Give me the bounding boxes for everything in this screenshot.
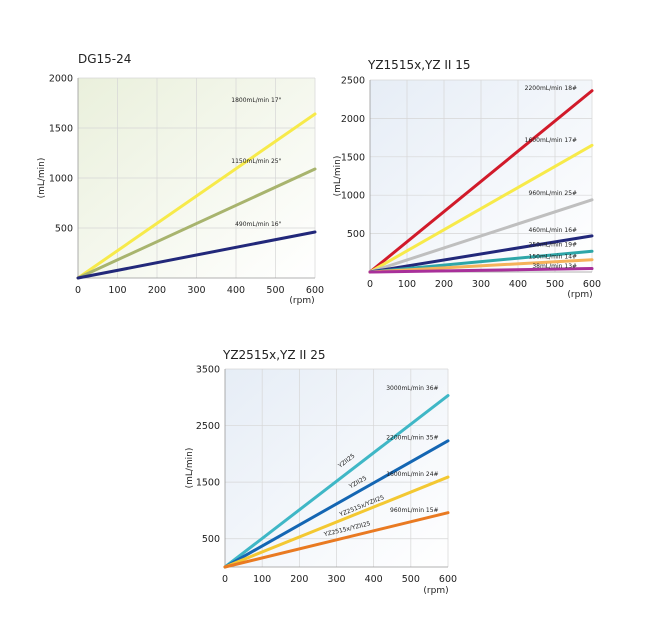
y-tick-label: 3500 — [196, 365, 220, 376]
series-label-1: 3000mL/min 36# — [386, 385, 438, 392]
x-axis-label: (rpm) — [423, 586, 448, 596]
y-tick-label: 2500 — [341, 76, 365, 87]
series-label-1: 2200mL/min 18# — [525, 85, 577, 92]
x-tick-label: 600 — [439, 574, 457, 585]
series-label-2: 1600mL/min 17# — [525, 137, 577, 144]
series-line-3 — [76, 230, 317, 280]
series-line-3 — [368, 198, 594, 274]
chart-1: DG15-24 0 100 200 300 400 500 600 500 1000 1500 200… — [37, 52, 324, 306]
series-line-7 — [368, 267, 594, 274]
y-tick-label: 500 — [202, 534, 220, 545]
y-axis-label: (mL/min) — [185, 448, 195, 489]
x-tick-label: 100 — [108, 285, 126, 296]
series-label-3: 490mL/min 16" — [235, 221, 282, 228]
x-tick-label: 200 — [290, 574, 308, 585]
y-tick-label: 1000 — [341, 191, 365, 202]
x-axis-label: (rpm) — [567, 290, 592, 300]
series-label-3: 1600mL/min 24# — [386, 471, 438, 478]
y-axis-label: (mL/min) — [333, 156, 343, 197]
series-label-4: 460mL/min 16# — [529, 227, 578, 234]
x-tick-label: 200 — [148, 285, 166, 296]
series-label-6: 150mL/min 14# — [529, 254, 578, 261]
x-tick-label: 300 — [187, 285, 205, 296]
chart-title: DG15-24 — [78, 52, 131, 66]
x-tick-label: 100 — [253, 574, 271, 585]
chart-2: YZ1515x,YZ II 15 0 100 200 300 400 500 600 500 10… — [333, 58, 601, 300]
series-line-1 — [223, 394, 450, 569]
y-tick-label: 500 — [55, 224, 73, 235]
series-label-4: 960mL/min 15# — [390, 507, 439, 514]
series-line-4 — [368, 234, 594, 274]
x-tick-label: 400 — [227, 285, 245, 296]
x-tick-label: 100 — [398, 279, 416, 290]
series-line-2 — [223, 439, 450, 569]
y-tick-label: 500 — [347, 229, 365, 240]
y-tick-label: 2000 — [49, 74, 73, 85]
series-line-1 — [76, 112, 317, 280]
y-tick-label: 1500 — [49, 124, 73, 135]
series-line-3 — [223, 475, 450, 569]
x-tick-label: 0 — [367, 279, 373, 290]
y-tick-label: 1500 — [341, 152, 365, 163]
series-label-1: 1800mL/min 17" — [231, 97, 281, 104]
y-tick-label: 2000 — [341, 114, 365, 125]
series-label-7: 38mL/min 13# — [532, 263, 577, 270]
x-tick-label: 600 — [583, 279, 601, 290]
x-tick-label: 500 — [546, 279, 564, 290]
series-label-5: 250mL/min 19# — [529, 242, 578, 249]
series-label-2: 1150mL/min 25" — [231, 158, 281, 165]
x-tick-label: 500 — [402, 574, 420, 585]
chart-3: YZ2515x,YZ II 25 0 100 200 300 400 500 600 500 15… — [185, 348, 457, 596]
series-line-1 — [368, 89, 594, 274]
series-line-2 — [368, 143, 594, 274]
x-tick-label: 200 — [435, 279, 453, 290]
x-tick-label: 400 — [509, 279, 527, 290]
x-tick-label: 300 — [472, 279, 490, 290]
x-tick-label: 0 — [222, 574, 228, 585]
series-line-2 — [76, 167, 317, 280]
x-tick-label: 0 — [75, 285, 81, 296]
x-tick-label: 600 — [306, 285, 324, 296]
y-tick-label: 1000 — [49, 174, 73, 185]
x-tick-label: 300 — [327, 574, 345, 585]
series-line-4 — [223, 511, 450, 569]
x-tick-label: 500 — [266, 285, 284, 296]
chart-title: YZ2515x,YZ II 25 — [222, 348, 326, 362]
x-axis-label: (rpm) — [289, 296, 314, 306]
series-label-2: 2200mL/min 35# — [386, 435, 438, 442]
y-tick-label: 1500 — [196, 478, 220, 489]
y-axis-label: (mL/min) — [37, 158, 47, 199]
series-label-3: 960mL/min 25# — [529, 190, 578, 197]
chart-title: YZ1515x,YZ II 15 — [367, 58, 471, 72]
x-tick-label: 400 — [365, 574, 383, 585]
y-tick-label: 2500 — [196, 421, 220, 432]
